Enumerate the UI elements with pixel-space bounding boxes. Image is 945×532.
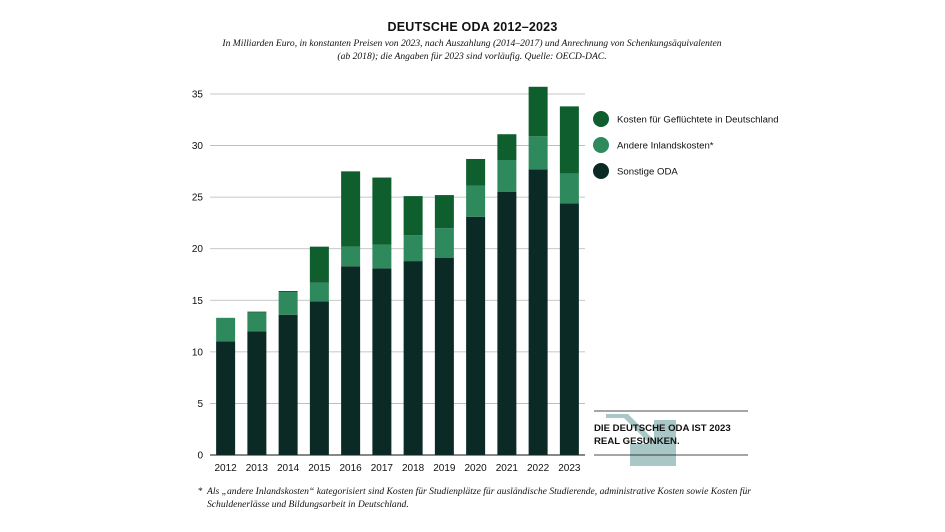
bar-segment-2022-sonstige: [528, 169, 548, 455]
y-tick-label: 20: [192, 244, 204, 255]
bar-segment-2018-sonstige: [403, 261, 423, 455]
legend-swatch: [593, 163, 609, 179]
x-tick-label: 2016: [340, 463, 363, 474]
bar-segment-2019-andere: [434, 228, 454, 258]
bar-segment-2023-sonstige: [559, 203, 579, 455]
legend-swatch: [593, 137, 609, 153]
y-axis-ticks: 0 5 10 15 20 25 30 35: [192, 90, 204, 462]
x-tick-label: 2019: [433, 463, 456, 474]
bars: [216, 86, 579, 455]
bar-segment-2016-gefluechtete: [341, 171, 361, 247]
bar-segment-2014-andere: [278, 292, 298, 315]
bar-segment-2023-gefluechtete: [559, 106, 579, 174]
x-tick-label: 2017: [371, 463, 394, 474]
x-tick-label: 2018: [402, 463, 425, 474]
bar-segment-2017-andere: [372, 244, 392, 269]
bar-segment-2015-gefluechtete: [309, 246, 329, 283]
bar-segment-2018-andere: [403, 235, 423, 262]
gridlines: [210, 93, 585, 456]
bar-segment-2013-gefluechtete: [247, 311, 267, 313]
footnote-text: Als „andere Inlandskosten“ kategorisiert…: [207, 486, 751, 510]
x-tick-label: 2022: [527, 463, 550, 474]
y-tick-label: 15: [192, 296, 204, 307]
bar-segment-2015-andere: [309, 282, 329, 302]
bar-segment-2016-andere: [341, 246, 361, 267]
bar-segment-2021-gefluechtete: [497, 134, 517, 161]
bar-segment-2019-gefluechtete: [434, 195, 454, 229]
footnote: * Als „andere Inlandskosten“ kategorisie…: [198, 485, 758, 511]
bar-segment-2017-sonstige: [372, 268, 392, 455]
y-tick-label: 10: [192, 347, 204, 358]
bar-segment-2020-andere: [466, 185, 486, 217]
legend-swatch: [593, 111, 609, 127]
x-tick-label: 2021: [496, 463, 519, 474]
legend-label: Andere Inlandskosten*: [617, 141, 714, 152]
x-tick-label: 2014: [277, 463, 300, 474]
bar-segment-2021-andere: [497, 160, 517, 192]
legend-label: Kosten für Geflüchtete in Deutschland: [617, 115, 779, 126]
callout-text: DIE DEUTSCHE ODA IST 2023 REAL GESUNKEN.: [594, 423, 731, 447]
bar-segment-2013-andere: [247, 312, 267, 332]
chart-subtitle: In Milliarden Euro, in konstanten Preise…: [222, 38, 722, 62]
arrow-down-right-icon: [606, 414, 676, 466]
bar-segment-2015-sonstige: [309, 301, 329, 455]
x-tick-label: 2013: [246, 463, 269, 474]
chart-title: DEUTSCHE ODA 2012–2023: [387, 20, 558, 34]
bar-segment-2017-gefluechtete: [372, 177, 392, 245]
callout-box: [594, 410, 748, 466]
bar-segment-2014-gefluechtete: [278, 291, 298, 293]
y-tick-label: 35: [192, 90, 204, 101]
bar-segment-2014-sonstige: [278, 314, 298, 455]
bar-segment-2022-gefluechtete: [528, 86, 548, 137]
y-tick-label: 25: [192, 193, 204, 204]
bar-segment-2020-sonstige: [466, 216, 486, 455]
bar-segment-2019-sonstige: [434, 257, 454, 455]
footnote-mark: *: [198, 486, 203, 497]
x-tick-label: 2012: [215, 463, 238, 474]
bar-segment-2020-gefluechtete: [466, 158, 486, 186]
y-tick-label: 0: [197, 451, 203, 462]
bar-segment-2012-andere: [216, 317, 236, 342]
bar-segment-2012-sonstige: [216, 341, 236, 455]
x-axis-ticks: 2012 2013 2014 2015 2016 2017 2018 2019 2020 2021…: [215, 463, 581, 474]
x-tick-label: 2015: [308, 463, 331, 474]
legend: Kosten für Geflüchtete in Deutschland And…: [593, 111, 779, 179]
legend-label: Sonstige ODA: [617, 167, 678, 178]
x-tick-label: 2020: [465, 463, 488, 474]
y-tick-label: 30: [192, 141, 204, 152]
bar-segment-2022-andere: [528, 136, 548, 170]
bar-segment-2018-gefluechtete: [403, 196, 423, 236]
bar-segment-2021-sonstige: [497, 191, 517, 455]
bar-segment-2013-sonstige: [247, 331, 267, 455]
y-tick-label: 5: [197, 399, 203, 410]
bar-segment-2016-sonstige: [341, 266, 361, 455]
x-tick-label: 2023: [558, 463, 581, 474]
bar-segment-2023-andere: [559, 173, 579, 204]
